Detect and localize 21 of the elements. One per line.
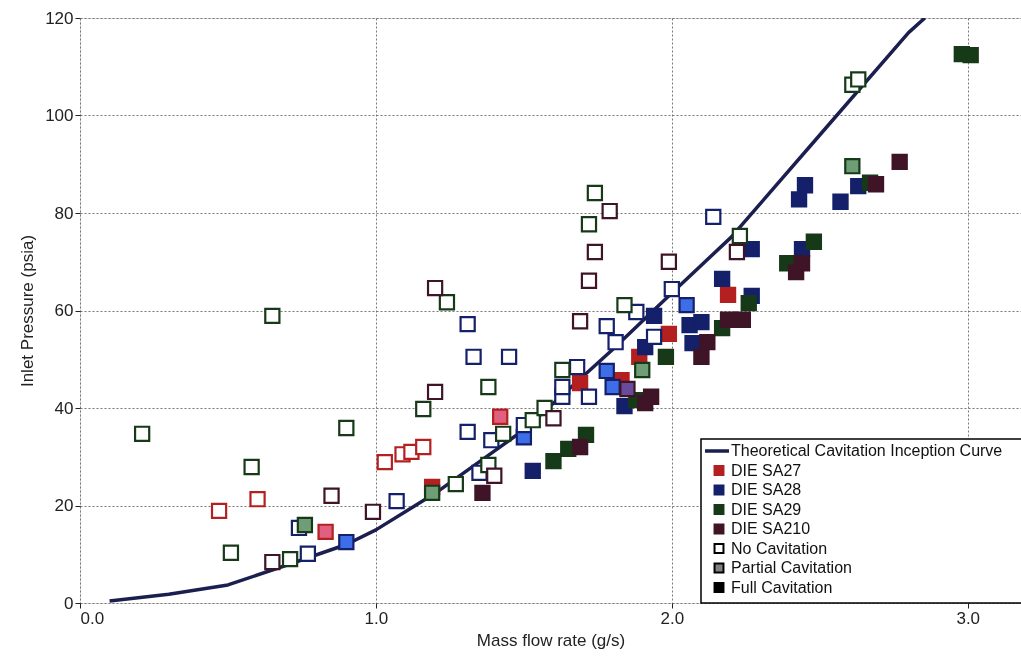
legend-label: DIE SA28 xyxy=(731,481,802,498)
x-tick-label: 2.0 xyxy=(660,608,685,628)
y-tick-label: 120 xyxy=(45,8,74,28)
y-tick-label: 20 xyxy=(54,496,74,515)
y-tick-label: 40 xyxy=(54,398,74,418)
y-tick-label: 0 xyxy=(64,593,74,613)
legend-label: Partial Cavitation xyxy=(731,559,852,576)
legend-label: DIE SA29 xyxy=(731,500,802,518)
legend-label: No Cavitation xyxy=(731,539,828,557)
x-tick-label: 3.0 xyxy=(956,608,981,628)
y-tick-label: 60 xyxy=(54,301,74,320)
legend-label: Full Cavitation xyxy=(731,578,833,596)
y-tick-label: 100 xyxy=(45,106,74,125)
legend-label: Theoretical Cavitation Inception Curve xyxy=(731,442,1003,459)
y-axis-title: Inlet Pressure (psia) xyxy=(18,234,38,388)
legend-label: DIE SA210 xyxy=(731,520,811,537)
legend-label: DIE SA27 xyxy=(731,461,802,479)
x-tick-label: 1.0 xyxy=(364,608,389,628)
x-axis-title: Mass flow rate (g/s) xyxy=(476,630,626,650)
x-tick-label: 0.0 xyxy=(80,608,105,628)
y-tick-label: 80 xyxy=(54,203,74,223)
